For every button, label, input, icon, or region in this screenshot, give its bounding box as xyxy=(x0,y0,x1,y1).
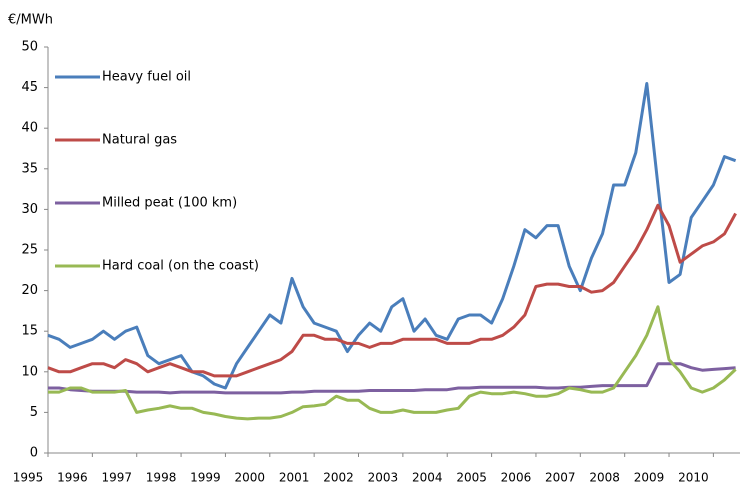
x-tick-label: 1995 xyxy=(13,471,44,485)
y-tick-label: 10 xyxy=(21,364,38,379)
legend-label: Natural gas xyxy=(102,133,177,148)
y-tick-label: 20 xyxy=(21,283,38,298)
y-tick-label: 45 xyxy=(21,80,38,95)
x-tick-label: 2004 xyxy=(412,471,443,485)
x-tick-label: 2009 xyxy=(634,471,665,485)
y-tick-label: 30 xyxy=(21,202,38,217)
x-tick-label: 1999 xyxy=(190,471,221,485)
series-line xyxy=(47,203,737,378)
y-tick-label: 40 xyxy=(21,121,38,136)
y-tick-label: 50 xyxy=(21,40,38,55)
y-tick-label: 25 xyxy=(21,243,38,258)
series-line xyxy=(48,362,736,395)
legend-label: Milled peat (100 km) xyxy=(102,196,237,211)
y-tick-label: 35 xyxy=(21,161,38,176)
x-tick-label: 1997 xyxy=(101,471,132,485)
x-tick-label: 2007 xyxy=(545,471,576,485)
x-tick-label: 1998 xyxy=(146,471,177,485)
x-tick-label: 2010 xyxy=(678,471,709,485)
y-tick-label: 15 xyxy=(21,324,38,339)
x-tick-label: 1996 xyxy=(57,471,88,485)
legend-label: Hard coal (on the coast) xyxy=(102,259,259,274)
legend-label: Heavy fuel oil xyxy=(102,70,191,85)
y-tick-label: 5 xyxy=(30,405,38,420)
series-line xyxy=(48,305,737,421)
x-tick-label: 2001 xyxy=(279,471,310,485)
x-tick-label: 2006 xyxy=(501,471,532,485)
x-tick-label: 2003 xyxy=(368,471,399,485)
x-tick-label: 2000 xyxy=(235,471,266,485)
x-tick-label: 2005 xyxy=(456,471,487,485)
y-tick-label: 0 xyxy=(30,446,38,461)
y-axis-label: €/MWh xyxy=(8,13,53,28)
series-line xyxy=(47,82,737,390)
x-tick-label: 2002 xyxy=(323,471,354,485)
x-tick-label: 2008 xyxy=(589,471,620,485)
